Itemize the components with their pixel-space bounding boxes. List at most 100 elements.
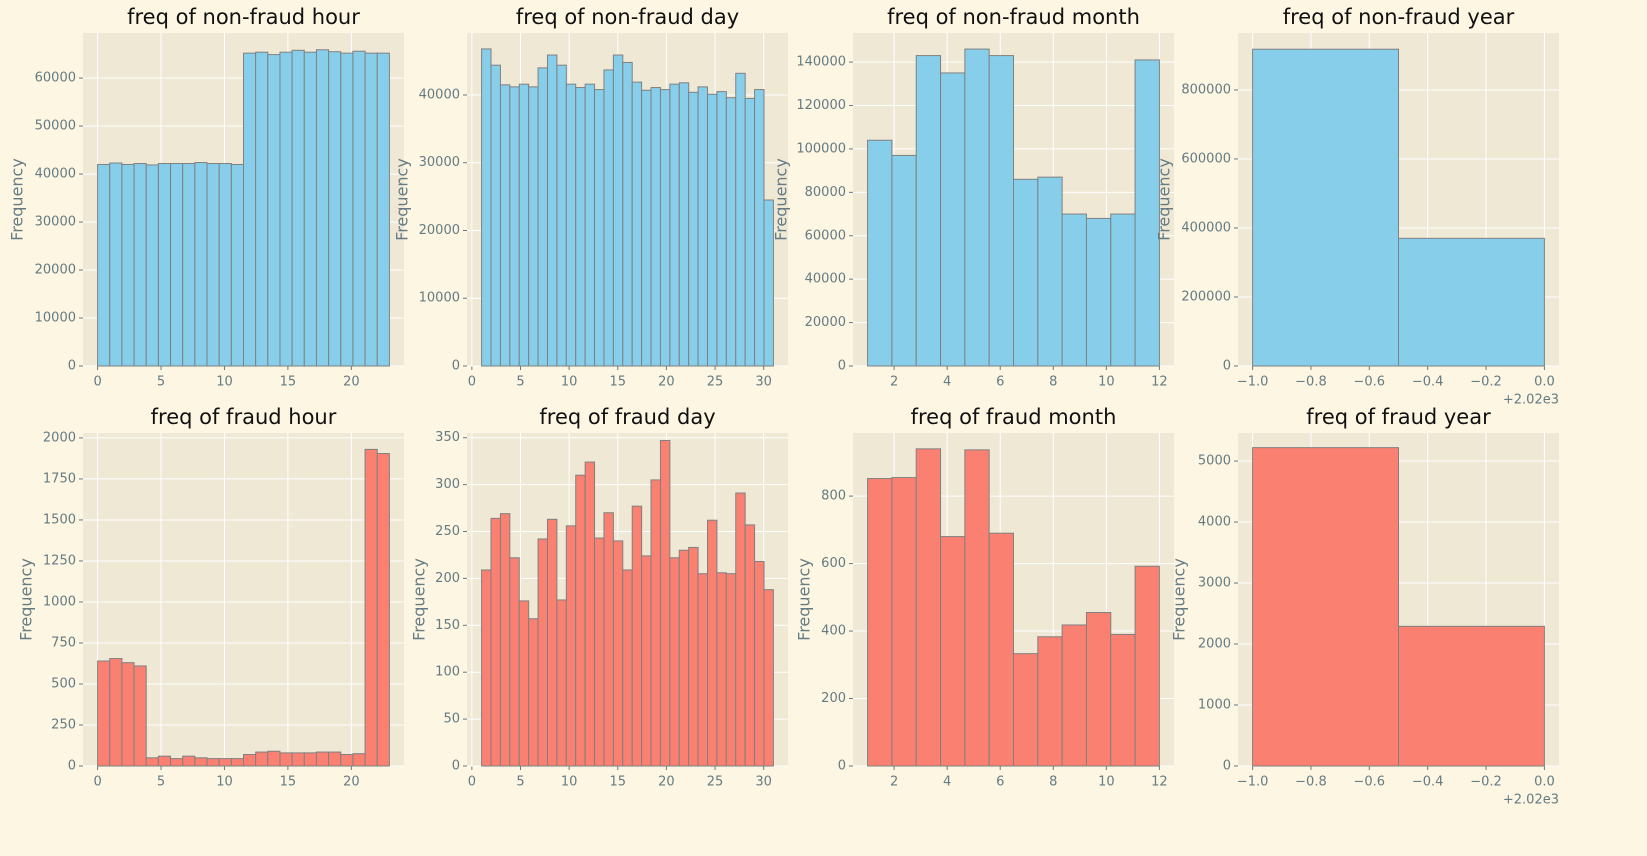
x-tick-label: −0.6 [1354, 775, 1386, 790]
x-tick-label: 15 [280, 775, 297, 790]
bar [1134, 59, 1160, 367]
bar [1085, 611, 1112, 767]
bar [584, 83, 596, 367]
x-tick-label: 25 [707, 775, 724, 790]
bar [328, 51, 342, 367]
bar [622, 61, 633, 367]
x-tick-label: 5 [516, 775, 524, 790]
x-tick-label: 0 [468, 775, 476, 790]
bar [988, 55, 1014, 367]
bar [194, 162, 208, 367]
bar [230, 758, 244, 767]
y-tick-label: 1000 [1198, 698, 1231, 713]
bar [565, 525, 577, 767]
bar [109, 658, 123, 767]
y-axis-label: Frequency [1155, 158, 1174, 241]
x-tick-label: 0.0 [1534, 375, 1555, 390]
bar [340, 754, 354, 767]
subplot-title: freq of non-fraud year [1283, 5, 1515, 29]
x-offset-label: +2.02e3 [1503, 393, 1559, 408]
bar [659, 89, 671, 367]
bar [1013, 653, 1039, 767]
bar [716, 572, 727, 767]
bar [206, 758, 220, 767]
x-tick-label: 8 [1049, 375, 1057, 390]
bar [565, 83, 577, 367]
bar [622, 569, 633, 767]
y-tick-label: 20000 [419, 223, 460, 238]
bar [218, 758, 232, 767]
bar [328, 751, 342, 767]
subplot-title: freq of non-fraud month [887, 5, 1140, 29]
y-tick-label: 1000 [43, 594, 76, 609]
bar [1252, 447, 1400, 767]
x-tick-label: 0.0 [1534, 775, 1555, 790]
bar [1061, 213, 1087, 367]
x-tick-label: 12 [1151, 775, 1168, 790]
bar [763, 589, 774, 767]
bar [546, 518, 558, 767]
bar [735, 492, 746, 767]
bar [650, 479, 661, 767]
bar [891, 477, 917, 767]
bar [537, 67, 548, 367]
x-tick-label: 30 [755, 375, 772, 390]
y-tick-label: 1250 [43, 553, 76, 568]
x-tick-label: 0 [93, 775, 101, 790]
bar [315, 751, 330, 767]
bar [518, 83, 530, 367]
bar [754, 89, 765, 367]
y-tick-label: 250 [51, 717, 76, 732]
bar [509, 557, 520, 767]
y-axis-label: Frequency [410, 558, 429, 641]
y-tick-label: 0 [1223, 359, 1231, 374]
y-tick-label: 200 [435, 571, 460, 586]
bar [1398, 625, 1545, 767]
y-tick-label: 20000 [35, 263, 76, 278]
bar [499, 84, 511, 367]
bar [915, 55, 942, 367]
y-tick-label: 4000 [1198, 515, 1231, 530]
bar [659, 440, 671, 767]
bar [988, 532, 1014, 767]
y-axis-label: Frequency [8, 158, 27, 241]
bar [97, 163, 111, 367]
bar [1061, 624, 1087, 767]
y-tick-label: 800000 [1181, 82, 1231, 97]
y-tick-label: 100 [435, 665, 460, 680]
bar [243, 754, 257, 767]
x-tick-label: 10 [561, 375, 578, 390]
bar [291, 49, 305, 367]
bar [688, 91, 699, 367]
x-tick-label: 10 [216, 775, 233, 790]
y-tick-label: 500 [51, 676, 76, 691]
bar [725, 573, 737, 767]
bar [584, 461, 596, 767]
y-tick-label: 600 [821, 556, 846, 571]
y-tick-label: 1750 [43, 471, 76, 486]
x-tick-label: 5 [516, 375, 524, 390]
bar [490, 64, 501, 367]
y-axis-label: Frequency [1170, 558, 1189, 641]
x-tick-label: 10 [1098, 775, 1115, 790]
x-tick-label: 20 [343, 775, 360, 790]
x-tick-label: 4 [943, 775, 951, 790]
bar [964, 449, 990, 767]
bar [612, 54, 624, 367]
y-tick-label: 200 [821, 691, 846, 706]
x-tick-label: 4 [943, 375, 951, 390]
x-tick-label: −1.0 [1237, 375, 1269, 390]
subplot-title: freq of non-fraud hour [127, 5, 360, 29]
bar [194, 757, 208, 767]
bar [243, 52, 257, 367]
subplot-title: freq of fraud year [1306, 405, 1491, 429]
bar [218, 163, 232, 367]
y-tick-label: 0 [838, 359, 846, 374]
y-tick-label: 5000 [1198, 454, 1231, 469]
x-tick-label: 10 [1098, 375, 1115, 390]
y-tick-label: 0 [1223, 759, 1231, 774]
bar [669, 557, 680, 767]
subplot: 0 5 10 15 20 0 10000 20000 30000 40000 50000 60000 f… [8, 5, 404, 390]
subplot: 0 5 10 15 20 0 250 500 750 1000 1250 1500 1750 2000 fr… [17, 405, 404, 790]
y-tick-label: 10000 [419, 291, 460, 306]
